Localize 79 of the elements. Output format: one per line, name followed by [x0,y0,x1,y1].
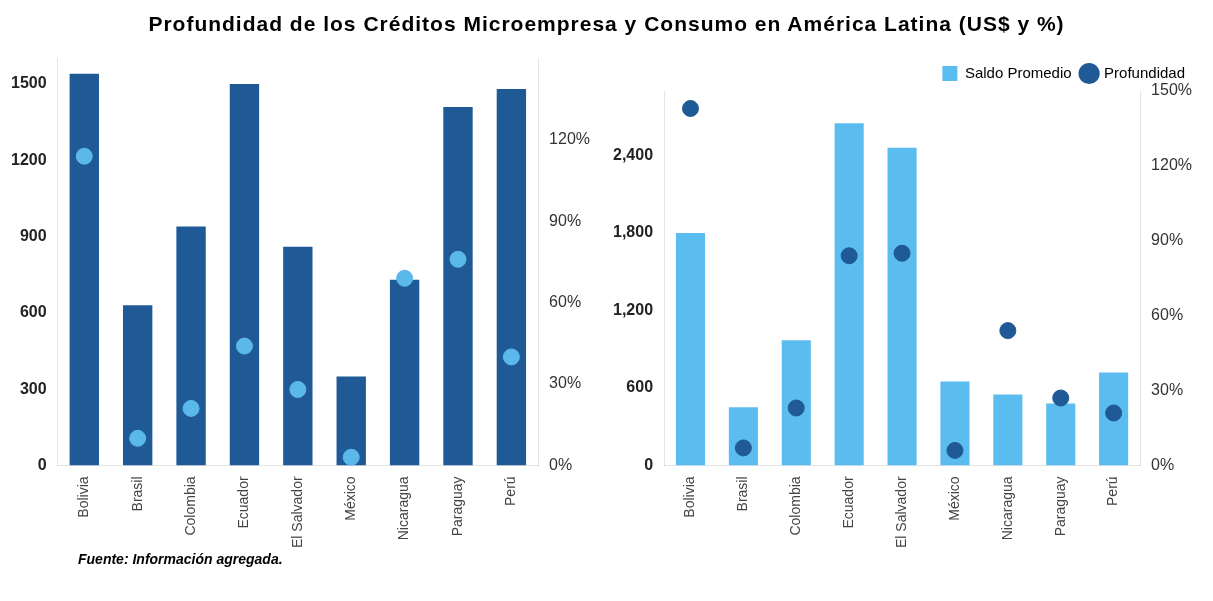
x-tick-label: Brasil [734,476,751,512]
y-tick-label: 2,400 [612,145,654,163]
x-tick-label: Paraguay [1051,476,1068,537]
y2-tick-label: 0% [549,455,573,473]
x-tick-label: Perú [502,476,519,506]
bar [1099,372,1129,466]
bar [940,381,970,466]
y2-tick-label: 0% [1151,455,1175,473]
bar [176,226,206,466]
x-tick-label: Paraguay [448,476,465,537]
bar [389,279,420,466]
point [235,337,253,355]
y2-tick-label: 60% [549,293,582,311]
x-tick-label: Colombia [787,476,804,536]
bar [675,233,706,466]
point [289,380,307,398]
bar [69,73,99,466]
point [1105,404,1123,422]
y-tick-label: 900 [19,226,47,244]
point [840,247,858,265]
x-tick-label: Bolivia [681,476,698,518]
x-tick-label: Brasil [128,476,145,512]
y2-tick-label: 30% [549,374,582,392]
y2-tick-label: 120% [1151,156,1192,174]
point [502,348,520,366]
y-tick-label: 1,200 [612,300,654,318]
bar [496,89,527,466]
x-tick-label: Colombia [181,476,198,536]
bar [122,305,153,466]
y2-tick-label: 90% [1151,231,1184,249]
point [999,322,1017,340]
point [342,448,360,466]
point [1052,389,1070,407]
y-tick-label: 600 [626,378,654,396]
point [182,399,200,417]
bar [283,246,313,466]
point [734,439,752,457]
point [946,441,964,459]
point [681,99,699,117]
point [893,244,911,262]
y2-tick-label: 30% [1151,380,1184,398]
x-tick-label: Perú [1104,476,1121,506]
bar [229,84,260,466]
text: Profundidad de los Créditos Microempresa y Consumo en América Latina (US$ y %) [147,11,1066,37]
point [75,147,93,165]
x-tick-label: El Salvador [892,476,909,548]
y-tick-label: 1500 [11,74,47,92]
source-note: Fuente: Información agregada. [77,551,284,567]
x-tick-label: Nicaragua [998,476,1015,541]
point [449,250,467,268]
x-tick-label: El Salvador [288,476,305,548]
y-tick-label: 0 [644,455,654,473]
y-tick-label: 1200 [11,150,47,168]
bar [781,340,811,466]
point [787,399,805,417]
x-tick-label: México [945,476,962,521]
x-tick-label: Ecuador [235,476,252,529]
y-tick-label: 600 [19,303,47,321]
bar [1046,403,1076,466]
y-tick-label: 300 [19,379,47,397]
bar [993,394,1023,466]
y-tick-label: 0 [37,455,47,473]
y-tick-label: 1,800 [612,223,654,241]
x-tick-label: Ecuador [840,476,857,529]
x-tick-label: Nicaragua [395,476,412,541]
x-tick-label: Bolivia [75,476,92,518]
y2-tick-label: 90% [549,211,582,229]
x-tick-label: México [342,476,359,521]
bar [336,376,366,466]
bar [834,123,864,466]
bar [887,147,917,466]
y2-tick-label: 60% [1151,306,1184,324]
legend-label: Profundidad [1104,63,1186,81]
legend-label: Saldo Promedio [964,63,1072,81]
y2-tick-label: 120% [549,130,590,148]
point [396,269,414,287]
y2-tick-label: 150% [1151,81,1192,99]
point [129,429,147,447]
bar [443,106,473,466]
